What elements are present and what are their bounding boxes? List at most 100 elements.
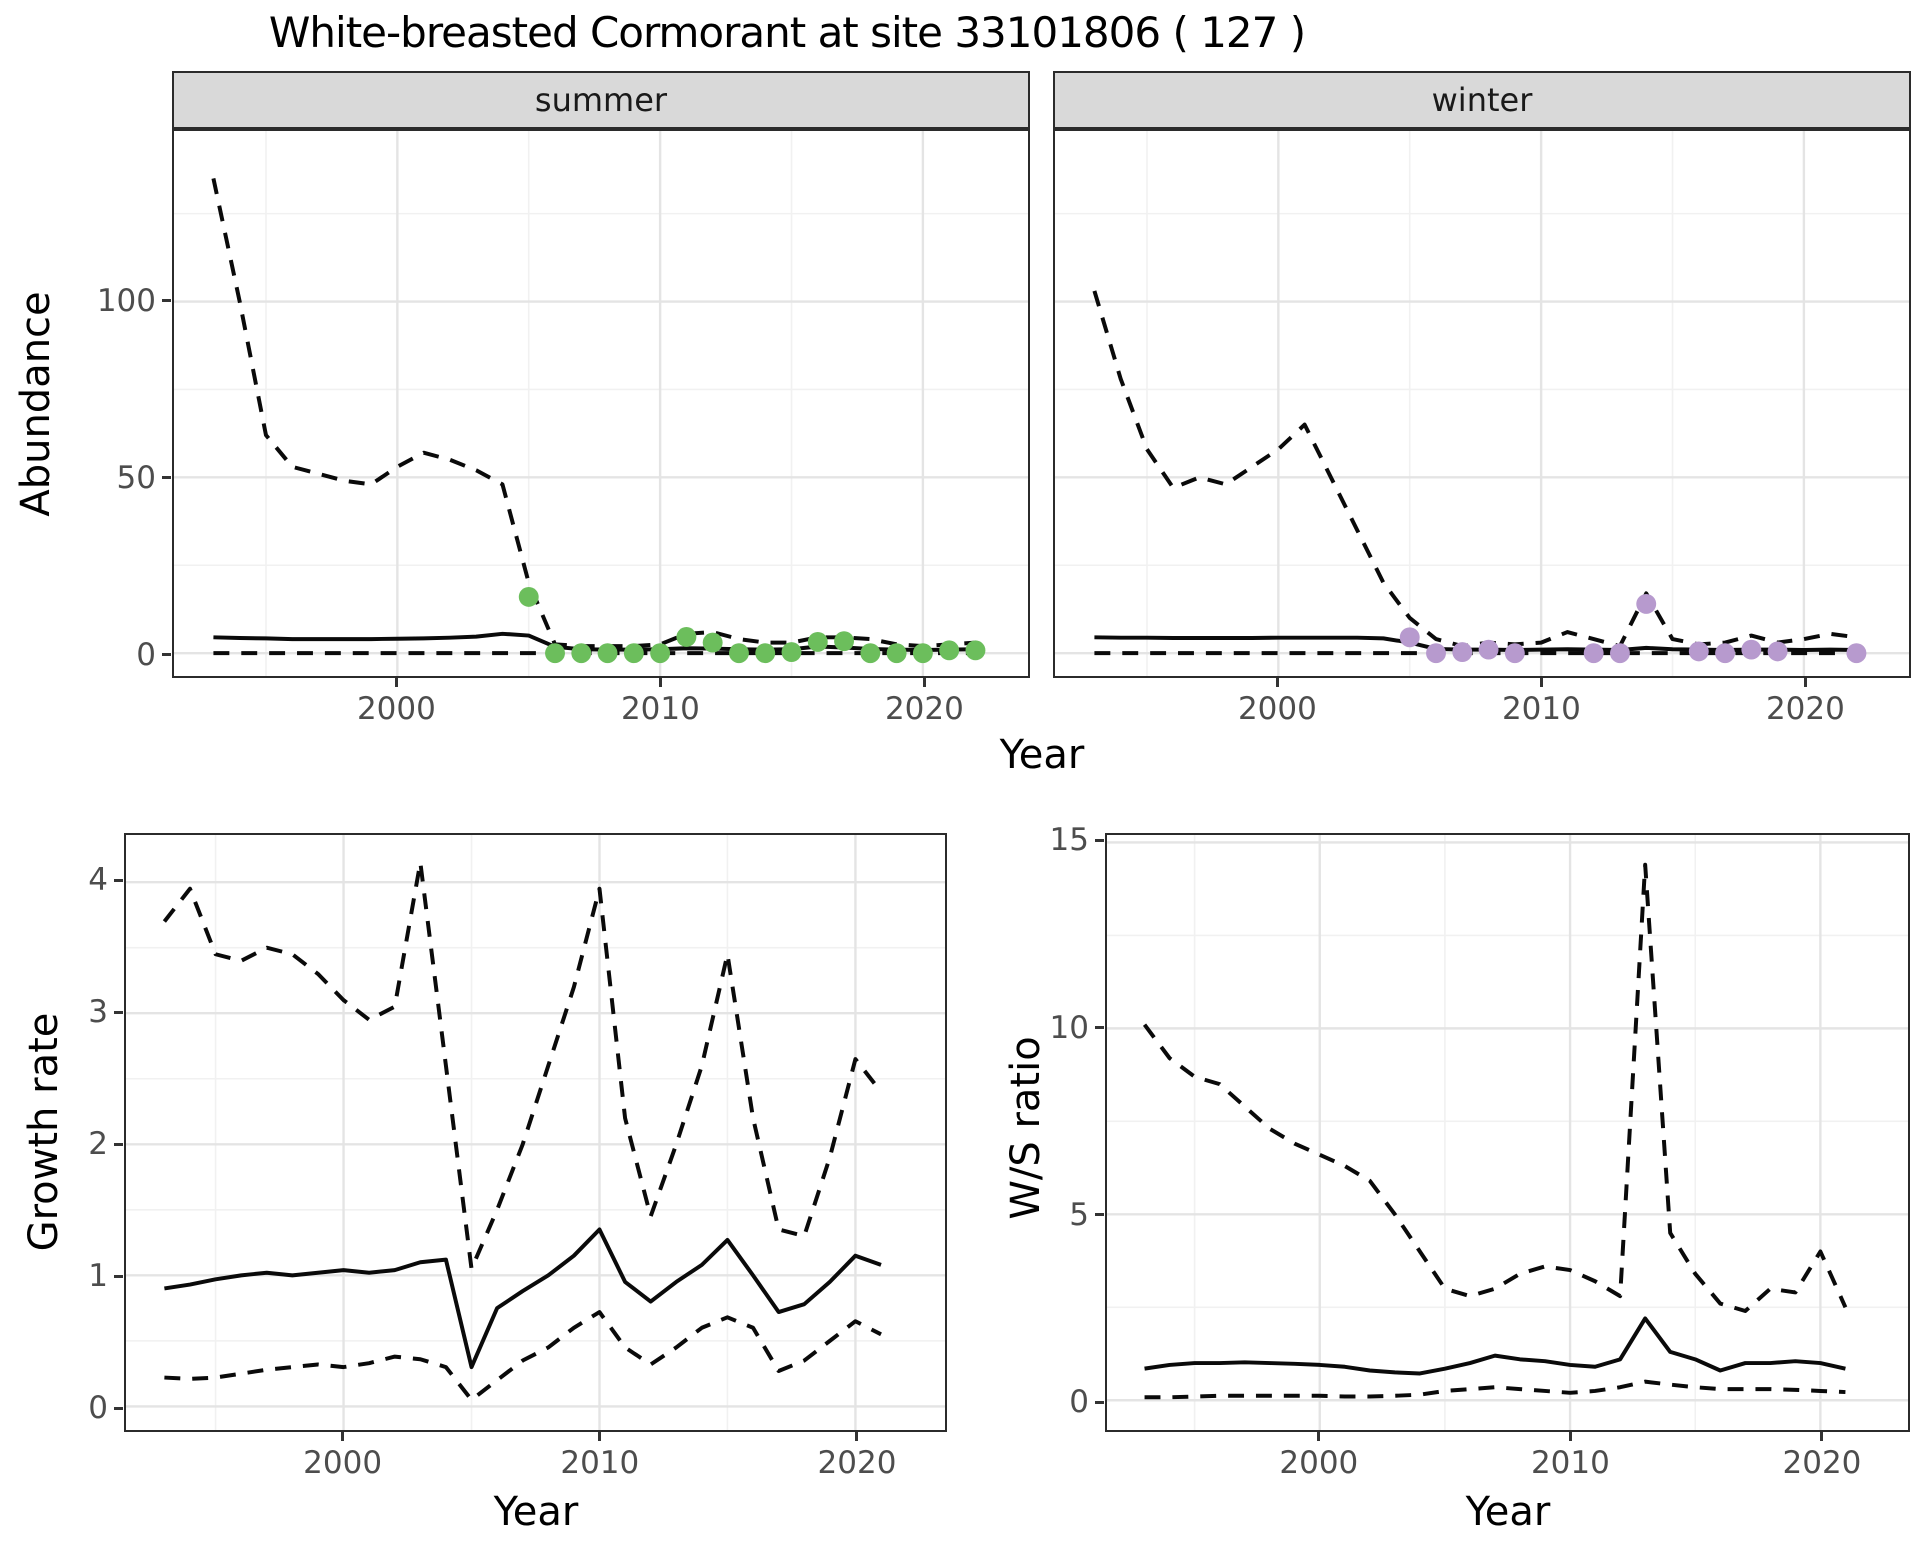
x-tick-label-2020: 2020 <box>1765 691 1845 727</box>
facet-label-winter: winter <box>1431 81 1533 119</box>
y-tick-mark <box>114 878 123 882</box>
observed-summer-point <box>807 631 828 652</box>
observed-summer-point <box>834 631 855 652</box>
observed-summer-point <box>965 640 986 661</box>
observed-summer-point <box>676 627 697 647</box>
observed-winter-point <box>1504 643 1525 664</box>
x-tick-mark <box>598 1432 602 1441</box>
observed-summer-point <box>545 643 565 664</box>
observed-winter-point <box>1399 627 1420 648</box>
y-tick-label-4: 4 <box>88 862 108 899</box>
x-axis-label-year-ws: Year <box>1465 1489 1551 1535</box>
observed-winter-point <box>1636 593 1657 614</box>
x-tick-mark <box>922 678 926 687</box>
abundance-summer-upper-ci-line <box>211 178 976 649</box>
observed-winter-point <box>1846 643 1867 664</box>
x-tick-label-2020: 2020 <box>1782 1445 1862 1481</box>
observed-summer-point <box>571 643 592 664</box>
x-tick-mark <box>341 1432 345 1441</box>
x-tick-mark <box>1275 678 1279 687</box>
x-tick-mark <box>855 1432 859 1441</box>
facet-label-summer: summer <box>534 81 668 119</box>
x-tick-label-2000: 2000 <box>1279 1445 1359 1481</box>
y-tick-label-1: 1 <box>88 1258 108 1295</box>
x-tick-mark <box>1539 678 1543 687</box>
x-tick-mark <box>1820 1432 1824 1441</box>
observed-summer-point <box>912 643 933 664</box>
observed-winter-point <box>1478 639 1499 660</box>
observed-winter-point <box>1688 641 1709 662</box>
x-tick-mark <box>394 678 398 687</box>
y-tick-label-2: 2 <box>88 1126 108 1163</box>
observed-winter-point <box>1583 643 1604 664</box>
y-tick-mark <box>114 1406 123 1410</box>
observed-winter-point <box>1715 643 1736 664</box>
observed-winter-point <box>1610 643 1630 664</box>
observed-summer-point <box>702 632 723 653</box>
y-tick-label-3: 3 <box>88 994 108 1031</box>
observed-summer-point <box>755 643 776 664</box>
x-tick-label-2010: 2010 <box>1530 1445 1610 1481</box>
x-tick-mark <box>658 678 662 687</box>
y-tick-mark <box>1095 1026 1104 1030</box>
observed-summer-point <box>729 643 749 664</box>
y-tick-mark <box>162 299 171 303</box>
x-tick-label-2000: 2000 <box>1237 691 1317 727</box>
observed-winter-point <box>1741 639 1762 660</box>
x-axis-label-year-growth: Year <box>493 1489 579 1535</box>
observed-summer-point <box>518 586 539 607</box>
observed-summer-point <box>939 640 960 661</box>
x-axis-label-year-top: Year <box>999 732 1085 778</box>
y-tick-label-0: 0 <box>136 636 156 673</box>
growth-rate-upper-ci-line <box>162 860 883 1271</box>
y-tick-mark <box>114 1010 123 1014</box>
x-tick-label-2010: 2010 <box>560 1445 640 1481</box>
observed-summer-point <box>860 643 881 664</box>
observed-summer-point <box>597 643 618 664</box>
x-tick-label-2010: 2010 <box>1501 691 1581 727</box>
abundance-summer-plot <box>172 129 1030 678</box>
y-tick-label-10: 10 <box>1049 1009 1089 1046</box>
x-tick-mark <box>1568 1432 1572 1441</box>
observed-winter-point <box>1767 641 1788 662</box>
y-tick-label-100: 100 <box>96 282 156 319</box>
facet-strip-winter: winter <box>1053 71 1911 129</box>
x-tick-mark <box>1317 1432 1321 1441</box>
growth-rate-plot <box>124 833 947 1432</box>
x-tick-label-2010: 2010 <box>620 691 700 727</box>
observed-winter-point <box>1426 643 1446 664</box>
x-tick-label-2020: 2020 <box>884 691 964 727</box>
growth-rate-median-line <box>164 1227 882 1370</box>
y-tick-mark <box>114 1142 123 1146</box>
abundance-winter-upper-ci-line <box>1092 290 1857 649</box>
figure-title: White-breasted Cormorant at site 3310180… <box>268 8 1306 57</box>
abundance-summer-median-line <box>213 631 976 652</box>
facet-strip-summer: summer <box>172 71 1030 129</box>
observed-winter-point <box>1452 642 1473 663</box>
observed-summer-point <box>781 642 802 663</box>
y-tick-mark <box>114 1274 123 1278</box>
y-tick-mark <box>1095 1400 1104 1404</box>
x-tick-mark <box>1803 678 1807 687</box>
ws-ratio-upper-ci-line <box>1142 862 1848 1313</box>
y-tick-label-50: 50 <box>116 459 156 496</box>
y-tick-label-15: 15 <box>1049 822 1089 859</box>
y-tick-mark <box>1095 1213 1104 1217</box>
observed-summer-point <box>886 643 907 664</box>
ws-ratio-plot <box>1105 833 1910 1432</box>
y-tick-label-5: 5 <box>1069 1196 1089 1233</box>
y-tick-label-0: 0 <box>88 1390 108 1427</box>
y-tick-label-0: 0 <box>1069 1384 1089 1421</box>
y-tick-mark <box>1095 838 1104 842</box>
growth-rate-lower-ci-line <box>164 1310 882 1402</box>
abundance-winter-plot <box>1053 129 1911 678</box>
y-axis-label-ws-ratio: W/S ratio <box>1003 1036 1049 1220</box>
ws-ratio-lower-ci-line <box>1144 1379 1846 1400</box>
x-tick-label-2000: 2000 <box>356 691 436 727</box>
observed-summer-point <box>650 643 671 664</box>
observed-summer-point <box>623 643 644 664</box>
x-tick-label-2020: 2020 <box>817 1445 897 1481</box>
y-tick-mark <box>162 476 171 480</box>
y-tick-mark <box>162 653 171 657</box>
